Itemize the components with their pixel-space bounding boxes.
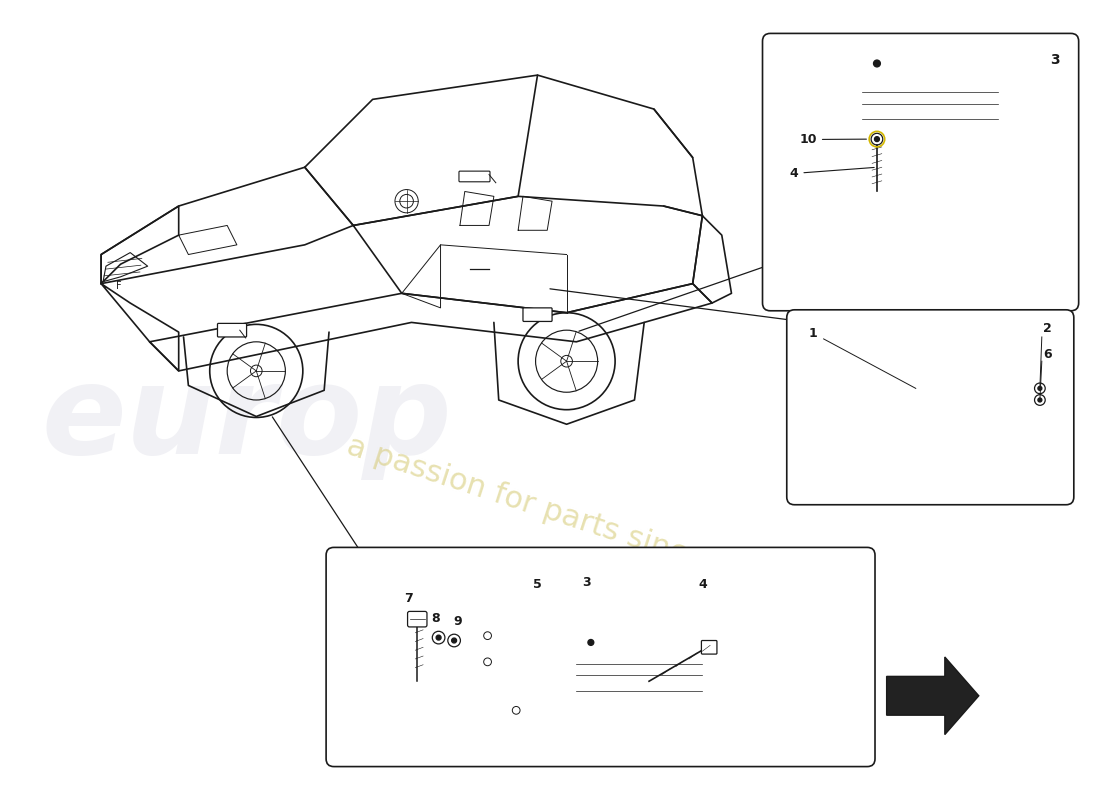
Text: a passion for parts since 1955: a passion for parts since 1955 (343, 431, 790, 602)
FancyBboxPatch shape (522, 308, 552, 322)
FancyBboxPatch shape (218, 323, 246, 337)
FancyBboxPatch shape (408, 611, 427, 627)
Text: F: F (116, 281, 121, 290)
Circle shape (437, 635, 441, 640)
Text: 4: 4 (698, 578, 707, 590)
Text: 1: 1 (810, 327, 817, 340)
Circle shape (1038, 386, 1042, 390)
Circle shape (587, 639, 594, 646)
FancyBboxPatch shape (326, 547, 874, 766)
Circle shape (1038, 398, 1042, 402)
Text: 4: 4 (790, 167, 874, 180)
Text: 3: 3 (582, 576, 591, 589)
Text: 9: 9 (453, 614, 462, 628)
Text: 8: 8 (431, 612, 440, 625)
Text: europ: europ (41, 359, 452, 480)
Text: 7: 7 (404, 592, 412, 606)
Text: 10: 10 (800, 133, 867, 146)
FancyBboxPatch shape (459, 171, 490, 182)
FancyBboxPatch shape (786, 310, 1074, 505)
Circle shape (873, 60, 880, 67)
Circle shape (452, 638, 456, 643)
Text: 6: 6 (1043, 348, 1052, 362)
Polygon shape (887, 657, 979, 734)
Text: 5: 5 (534, 578, 542, 590)
FancyBboxPatch shape (762, 34, 1079, 310)
Text: 3: 3 (1049, 53, 1059, 67)
FancyBboxPatch shape (702, 641, 717, 654)
Circle shape (874, 137, 879, 142)
Text: 2: 2 (1043, 322, 1052, 335)
